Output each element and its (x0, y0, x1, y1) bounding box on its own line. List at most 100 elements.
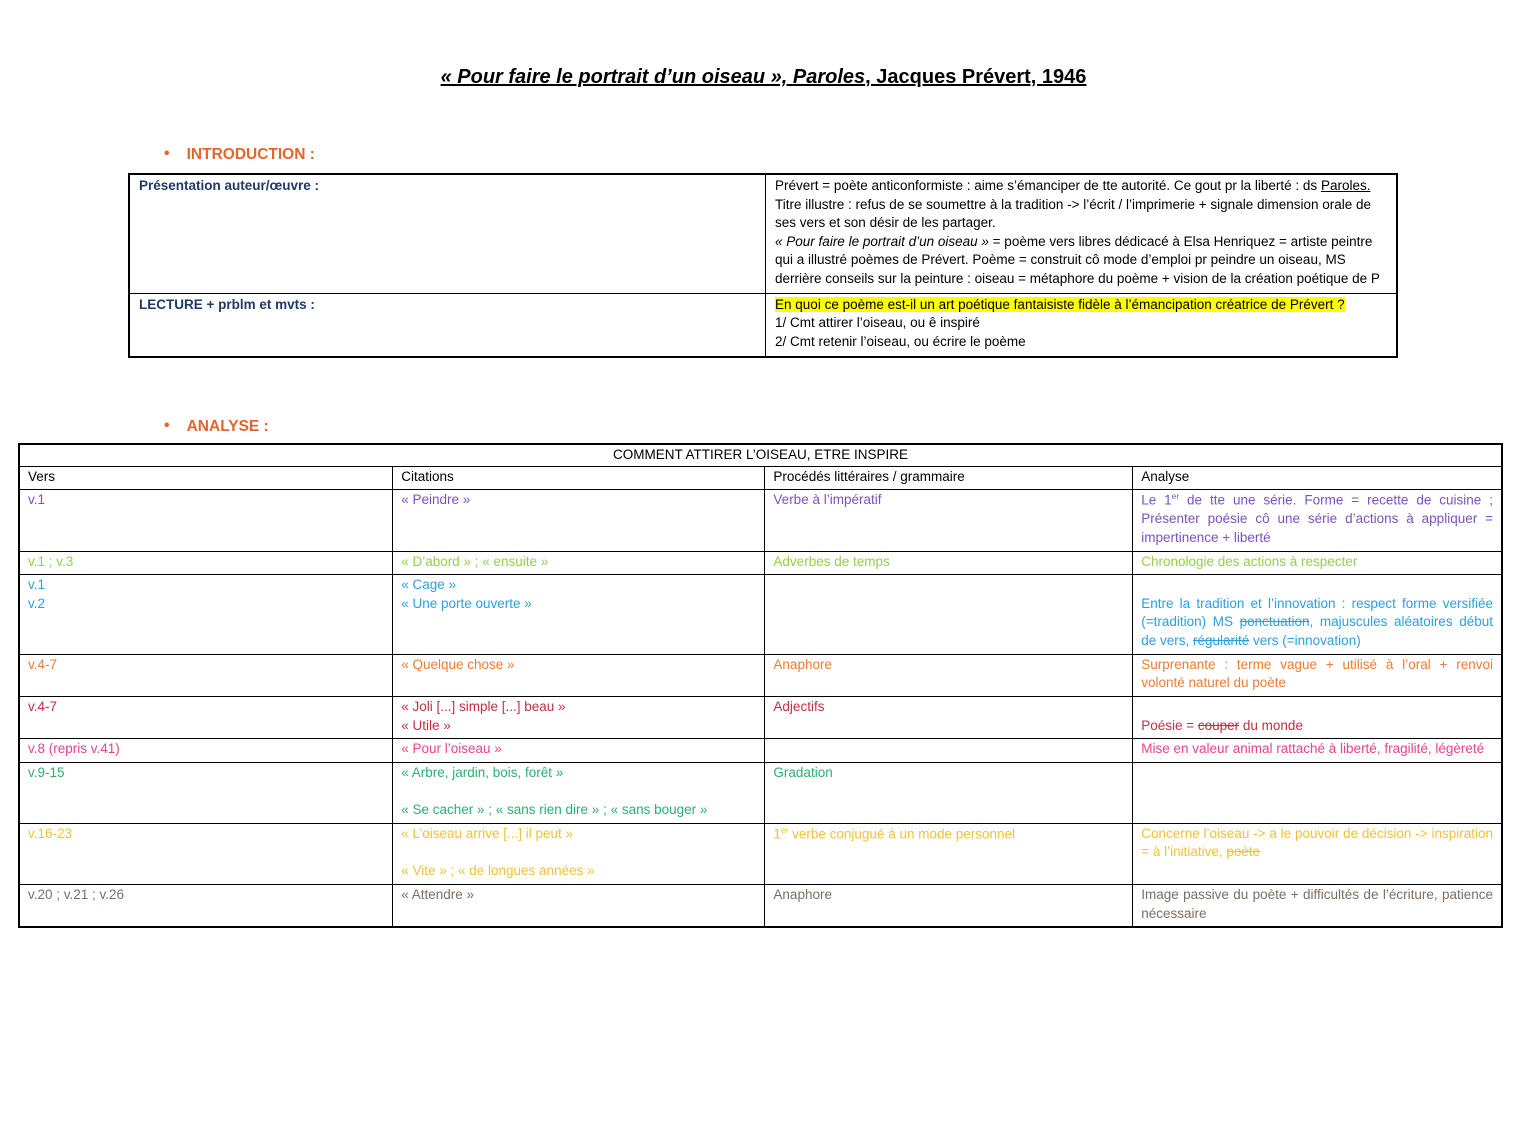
text-line: « Pour faire le portrait d’un oiseau », … (440, 66, 1087, 88)
text-line: 1/ Cmt attirer l’oiseau, ou ê inspiré (775, 315, 980, 331)
vers-cell: v.16-23 (18, 822, 394, 886)
analyse-cell: Surprenante : terme vague + utilisé à l’… (1132, 653, 1503, 697)
text-line: « Quelque chose » (401, 656, 515, 672)
analysis-row: v.1 ; v.3 « D’abord » ; « ensuite » Adverb… (18, 550, 1503, 576)
text-line: « Vite » ; « de longues années » (401, 862, 595, 878)
procedes-cell: Adverbes de temps (764, 550, 1134, 576)
text-line: v.4-7 (28, 698, 58, 714)
vers-cell: v.1 ; v.3 (18, 550, 394, 576)
text-line (1141, 862, 1493, 881)
introduction-heading-label: INTRODUCTION : (186, 145, 315, 163)
text-line: « Pour l’oiseau » (401, 741, 502, 757)
analysis-row: v.16-23 « L’oiseau arrive [...] il peut »… (18, 822, 1503, 886)
intro-row-presentation: Présentation auteur/œuvre : Prévert = po… (128, 173, 1398, 294)
analysis-row: v.1 « Peindre » Verbe à l’impératif Le 1er … (18, 489, 1503, 552)
text-line (401, 843, 756, 862)
text-line: « D’abord » ; « ensuite » (401, 553, 549, 569)
text-line: Concerne l’oiseau -> a le pouvoir de déc… (1141, 825, 1493, 860)
analyse-cell: Chronologie des actions à respecter (1132, 550, 1503, 576)
text-line: Adjectifs (773, 698, 825, 714)
text-line (1141, 576, 1493, 595)
vers-cell: v.1 v.2 (18, 574, 394, 655)
vers-cell: v.4-7 (18, 653, 394, 697)
header-procedes: Procédés littéraires / grammaire (764, 465, 1134, 491)
analysis-row: v.1 v.2 « Cage » « Une porte ouverte » Entr… (18, 574, 1503, 655)
text-line: « Cage » (401, 577, 456, 593)
analyse-heading-label: ANALYSE : (186, 417, 269, 435)
procedes-cell: Verbe à l’impératif (764, 489, 1134, 552)
text-line: Verbe à l’impératif (773, 492, 882, 508)
analyse-cell (1132, 761, 1503, 824)
analysis-row: v.20 ; v.21 ; v.26 « Attendre » Anaphore Im… (18, 884, 1503, 928)
procedes-cell (764, 574, 1134, 655)
vers-cell: v.20 ; v.21 ; v.26 (18, 884, 394, 928)
text-line: « Pour faire le portrait d’un oiseau » =… (775, 233, 1380, 287)
text-line (1141, 698, 1493, 717)
text-line: Anaphore (773, 887, 832, 903)
text-line: v.4-7 (28, 656, 58, 672)
vers-cell: v.4-7 (18, 695, 394, 740)
analysis-table-header-row: Vers Citations Procédés littéraires / gr… (18, 465, 1503, 491)
text-line: Mise en valeur animal rattaché à liberté… (1141, 741, 1485, 757)
text-line: Gradation (773, 764, 833, 780)
analyse-cell: Mise en valeur animal rattaché à liberté… (1132, 738, 1503, 763)
analyse-cell: Entre la tradition et l’innovation : res… (1132, 574, 1503, 655)
analyse-cell: Poésie = couper du monde (1132, 695, 1503, 740)
citations-cell: « Joli [...] simple [...] beau » « Utile … (392, 695, 766, 740)
text-line: « Utile » (401, 717, 451, 733)
text-line: v.1 (28, 577, 46, 593)
intro-row-lecture: LECTURE + prblm et mvts : En quoi ce poè… (128, 292, 1398, 358)
text-line: « L’oiseau arrive [...] il peut » (401, 825, 574, 841)
citations-cell: « L’oiseau arrive [...] il peut » « Vite… (392, 822, 766, 886)
text-line (1141, 764, 1493, 783)
text-line: Image passive du poète + difficultés de … (1141, 887, 1493, 921)
citations-cell: « Quelque chose » (392, 653, 766, 697)
analysis-table-title: COMMENT ATTIRER L’OISEAU, ETRE INSPIRE (18, 443, 1503, 467)
text-line: Chronologie des actions à respecter (1141, 553, 1358, 569)
text-line (401, 782, 756, 801)
procedes-cell: Anaphore (764, 653, 1134, 697)
analysis-table-body: v.1 « Peindre » Verbe à l’impératif Le 1er … (18, 489, 1503, 928)
text-line: Anaphore (773, 656, 832, 672)
citations-cell: « Attendre » (392, 884, 766, 928)
text-line (773, 862, 1124, 881)
text-line: Poésie = couper du monde (1141, 717, 1303, 733)
procedes-cell: 1er verbe conjugué à un mode personnel (764, 822, 1134, 886)
citations-cell: « Pour l’oiseau » (392, 738, 766, 763)
text-line: En quoi ce poème est-il un art poétique … (775, 296, 1345, 312)
analyse-cell: Image passive du poète + difficultés de … (1132, 884, 1503, 928)
analysis-row: v.4-7 « Quelque chose » Anaphore Surprenant… (18, 653, 1503, 697)
lecture-content: En quoi ce poème est-il un art poétique … (765, 292, 1398, 358)
vers-cell: v.1 (18, 489, 394, 552)
text-line: v.9-15 (28, 764, 65, 780)
presentation-label: Présentation auteur/œuvre : (128, 173, 767, 294)
analysis-table-title-row: COMMENT ATTIRER L’OISEAU, ETRE INSPIRE (18, 443, 1503, 467)
analyse-cell: Concerne l’oiseau -> a le pouvoir de déc… (1132, 822, 1503, 886)
text-line: v.1 (28, 492, 46, 508)
bullet-icon: • (164, 145, 170, 163)
text-line: 1er verbe conjugué à un mode personnel (773, 824, 1016, 842)
text-line: Surprenante : terme vague + utilisé à l’… (1141, 656, 1493, 691)
citations-cell: « D’abord » ; « ensuite » (392, 550, 766, 576)
procedes-cell: Gradation (764, 761, 1134, 824)
text-line: v.1 ; v.3 (28, 553, 74, 569)
presentation-content: Prévert = poète anticonformiste : aime s… (765, 173, 1398, 294)
analyse-heading: • ANALYSE : (164, 416, 1527, 437)
header-citations: Citations (392, 465, 766, 491)
text-line: v.2 (28, 595, 46, 611)
procedes-cell (764, 738, 1134, 763)
analyse-cell: Le 1er de tte une série. Forme = recette… (1132, 489, 1503, 552)
text-line: « Se cacher » ; « sans rien dire » ; « s… (401, 802, 708, 818)
text-line: Prévert = poète anticonformiste : aime s… (775, 177, 1372, 231)
text-line (773, 844, 1124, 863)
introduction-table: Présentation auteur/œuvre : Prévert = po… (128, 172, 1398, 358)
analysis-row: v.4-7 « Joli [...] simple [...] beau » « U… (18, 695, 1503, 740)
header-analyse: Analyse (1132, 465, 1503, 491)
text-line (1141, 782, 1493, 801)
text-line: Adverbes de temps (773, 553, 890, 569)
procedes-cell: Anaphore (764, 884, 1134, 928)
lecture-label: LECTURE + prblm et mvts : (128, 292, 767, 358)
analysis-row: v.9-15 « Arbre, jardin, bois, forêt » « S… (18, 761, 1503, 824)
citations-cell: « Cage » « Une porte ouverte » (392, 574, 766, 655)
text-line: v.20 ; v.21 ; v.26 (28, 887, 125, 903)
